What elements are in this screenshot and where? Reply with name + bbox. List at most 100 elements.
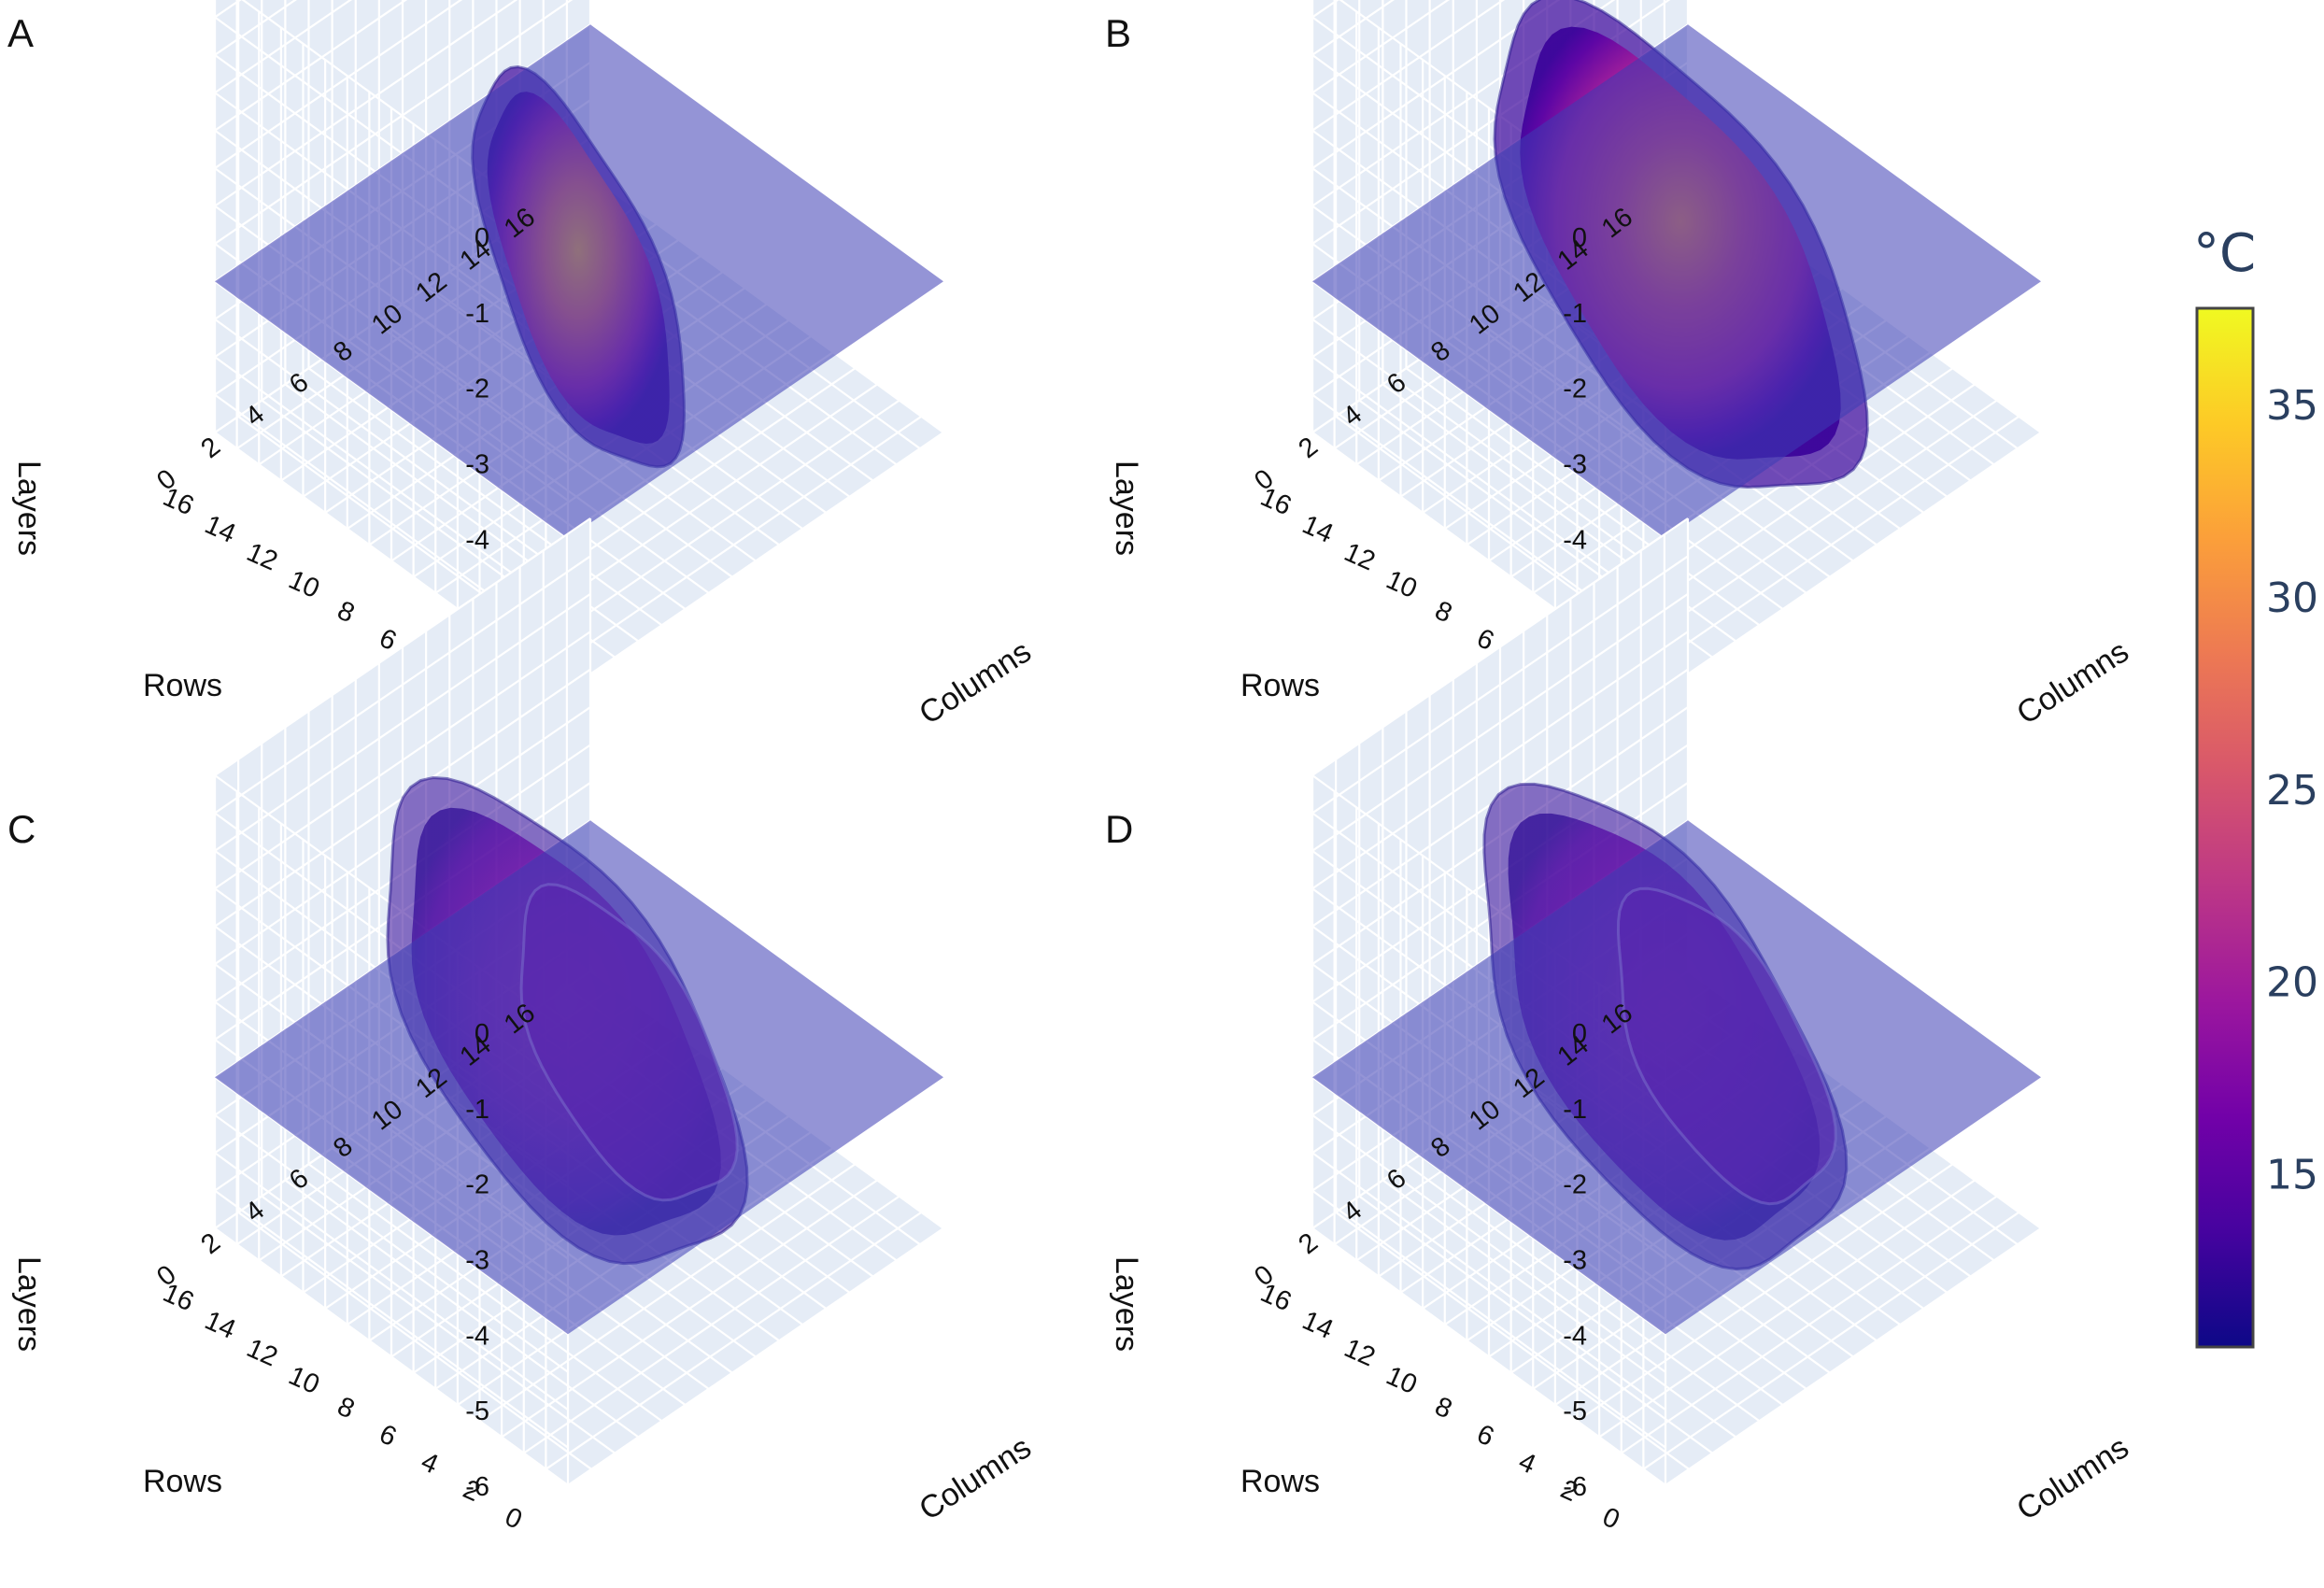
rows-tick-label: 4 [1514, 1447, 1540, 1481]
grid-line [1311, 0, 1451, 94]
grid-line [1311, 0, 1616, 207]
grid-line [214, 0, 574, 245]
grid-line [214, 518, 591, 776]
grid-line [1311, 1152, 1666, 1411]
layers-tick-label: -1 [1563, 1095, 1587, 1125]
layers-tick-label: -1 [465, 299, 489, 329]
rows-tick-label: 14 [1297, 1306, 1337, 1345]
rows-tick-label: 14 [200, 510, 239, 549]
grid-line [1358, 1195, 1713, 1454]
rows-tick-label: 8 [1430, 1392, 1456, 1425]
layers-tick-label: -2 [1563, 1170, 1587, 1200]
grid-line [214, 1189, 569, 1449]
grid-line [214, 1113, 569, 1373]
layers-tick-label: -3 [1563, 1246, 1587, 1276]
grid-line [214, 1152, 569, 1411]
rows-tick-label: 10 [284, 1361, 323, 1400]
layers-tick-label: 0 [1572, 1019, 1587, 1049]
layers-tick-label: -3 [1563, 450, 1587, 480]
layers-tick-label: -4 [1563, 1321, 1587, 1351]
layers-tick-label: -5 [1563, 1397, 1587, 1426]
columns-axis-title: Columns [913, 633, 1037, 731]
grid-line [1311, 592, 1689, 852]
layers-tick-label: -2 [465, 1170, 489, 1200]
grid-line [214, 1076, 569, 1336]
panel-label: D [1105, 807, 1133, 851]
colorbar-title: °C [2193, 223, 2256, 284]
rows-tick-label: 8 [333, 1392, 359, 1425]
layers-tick-label: -4 [465, 525, 489, 555]
grid-line [1405, 1163, 1761, 1423]
layers-axis-title: Layers [1109, 1256, 1144, 1352]
slice-plane [1312, 820, 2041, 1335]
rows-axis-title: Rows [143, 668, 222, 703]
rows-tick-label: 12 [242, 1333, 281, 1372]
grid-line [214, 0, 353, 94]
grid-line [214, 631, 591, 890]
grid-line [214, 0, 518, 207]
rows-tick-label: 12 [242, 537, 281, 576]
grid-line [214, 592, 591, 852]
panel-b: B0-1-2-3-4-5-6Layers0246810121416Rows024… [1105, 0, 2135, 740]
colorbar-tick-label: 30 [2266, 574, 2318, 622]
rows-tick-label: 6 [1472, 1419, 1498, 1453]
layers-tick-label: -2 [1563, 375, 1587, 404]
grid-line [1311, 1227, 1666, 1486]
layers-tick-label: 0 [475, 1019, 489, 1049]
rows-tick-label: 12 [1339, 1333, 1379, 1372]
colorbar-tick-label: 20 [2266, 959, 2318, 1007]
colorbar-tick-label: 35 [2266, 382, 2318, 430]
layers-tick-label: -6 [465, 1472, 489, 1502]
colorbar-gradient [2195, 306, 2255, 1349]
grid-line [214, 0, 297, 56]
layers-tick-label: -2 [465, 375, 489, 404]
layers-tick-label: -5 [465, 1397, 489, 1426]
grid-line [1311, 356, 1666, 616]
grid-line [214, 280, 569, 540]
layers-tick-label: -3 [465, 1246, 489, 1276]
grid-line [261, 1195, 616, 1454]
grid-line [214, 0, 463, 169]
panel-d: D0-1-2-3-4-5-6Layers0246810121416Rows024… [1105, 518, 2135, 1536]
grid-line [1311, 1076, 1666, 1336]
panel-label: C [7, 807, 35, 851]
rows-tick-label: 14 [1297, 510, 1337, 549]
columns-axis-title: Columns [913, 1429, 1037, 1527]
layers-axis-title: Layers [11, 461, 47, 556]
grid-line [1311, 631, 1689, 890]
panel-label: A [7, 11, 34, 55]
rows-axis-title: Rows [1240, 1464, 1320, 1499]
rows-tick-label: 0 [501, 1502, 527, 1536]
rows-tick-label: 8 [333, 596, 359, 630]
layers-tick-label: -3 [465, 450, 489, 480]
grid-line [214, 356, 569, 616]
layers-tick-label: 0 [475, 223, 489, 253]
grid-line [307, 367, 663, 627]
columns-axis-title: Columns [2010, 1429, 2134, 1527]
rows-tick-label: 14 [200, 1306, 239, 1345]
rows-tick-label: 10 [1382, 565, 1421, 604]
colorbar: °C 15 20 25 30 35 [2193, 223, 2318, 1349]
grid-line [307, 1163, 663, 1423]
layers-axis-title: Layers [1109, 461, 1144, 556]
grid-line [1311, 1189, 1666, 1449]
layers-tick-label: -1 [465, 1095, 489, 1125]
slice-plane [1312, 24, 2041, 539]
grid-line [214, 318, 569, 577]
grid-line [1405, 367, 1761, 627]
panel-a: A0-1-2-3-4-5-6Layers0246810121416Rows024… [7, 0, 1038, 740]
layers-tick-label: -4 [465, 1321, 489, 1351]
colorbar-tick-label: 25 [2266, 767, 2318, 815]
slice-plane [215, 820, 943, 1335]
slice-plane [215, 24, 943, 539]
grid-line [1311, 518, 1689, 776]
rows-tick-label: 4 [417, 1447, 443, 1481]
grid-line [1335, 1211, 1690, 1470]
grid-line [1311, 318, 1666, 577]
layers-axis-title: Layers [11, 1256, 47, 1352]
grid-line [1311, 1113, 1666, 1373]
layers-tick-label: 0 [1572, 223, 1587, 253]
grid-line [1311, 555, 1689, 815]
grid-line [1311, 280, 1666, 540]
